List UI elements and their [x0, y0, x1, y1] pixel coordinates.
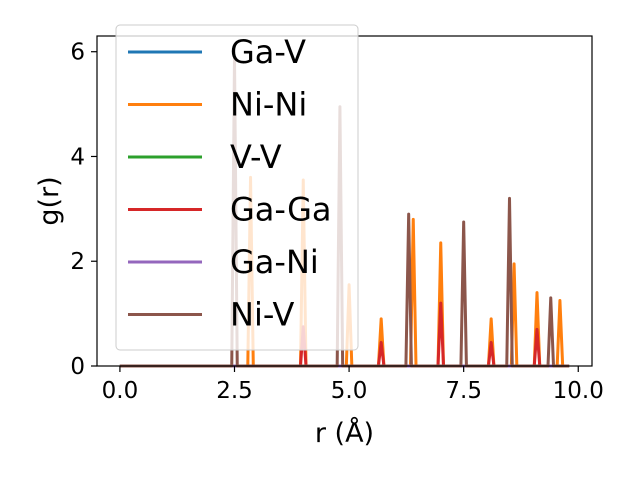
x-tick-label: 2.5: [216, 378, 253, 404]
y-tick-label: 6: [70, 40, 85, 66]
y-tick-label: 4: [70, 144, 85, 170]
x-tick-label: 0.0: [102, 378, 139, 404]
x-axis-label: r (Å): [315, 417, 374, 449]
x-tick-label: 5.0: [331, 378, 368, 404]
legend-box: [115, 24, 359, 351]
legend-label: Ga-Ga: [230, 191, 332, 229]
y-tick-label: 0: [70, 354, 85, 380]
legend-label: Ga-Ni: [230, 243, 319, 281]
y-axis: 0 2 4 6: [70, 40, 97, 380]
x-axis: 0.0 2.5 5.0 7.5 10.0: [102, 366, 604, 404]
legend-label: V-V: [230, 138, 282, 176]
series-line-ga-ga: [119, 301, 570, 368]
legend-label: Ni-Ni: [230, 86, 307, 124]
y-tick-label: 2: [70, 249, 85, 275]
x-tick-label: 10.0: [553, 378, 604, 404]
legend: Ga-V Ni-Ni V-V Ga-Ga Ga-Ni Ni-V: [115, 24, 359, 351]
x-tick-label: 7.5: [445, 378, 482, 404]
y-axis-label: g(r): [34, 176, 65, 225]
legend-label: Ni-V: [230, 296, 295, 334]
legend-label: Ga-V: [230, 33, 306, 71]
